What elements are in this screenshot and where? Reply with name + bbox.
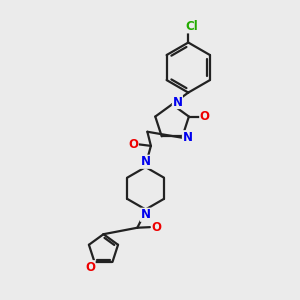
Text: N: N bbox=[141, 208, 151, 221]
Text: N: N bbox=[182, 131, 193, 144]
Text: N: N bbox=[141, 155, 151, 168]
Text: Cl: Cl bbox=[185, 20, 198, 33]
Text: O: O bbox=[152, 220, 161, 234]
Text: O: O bbox=[200, 110, 210, 123]
Text: O: O bbox=[85, 261, 95, 274]
Text: N: N bbox=[172, 95, 182, 109]
Text: O: O bbox=[128, 138, 138, 151]
